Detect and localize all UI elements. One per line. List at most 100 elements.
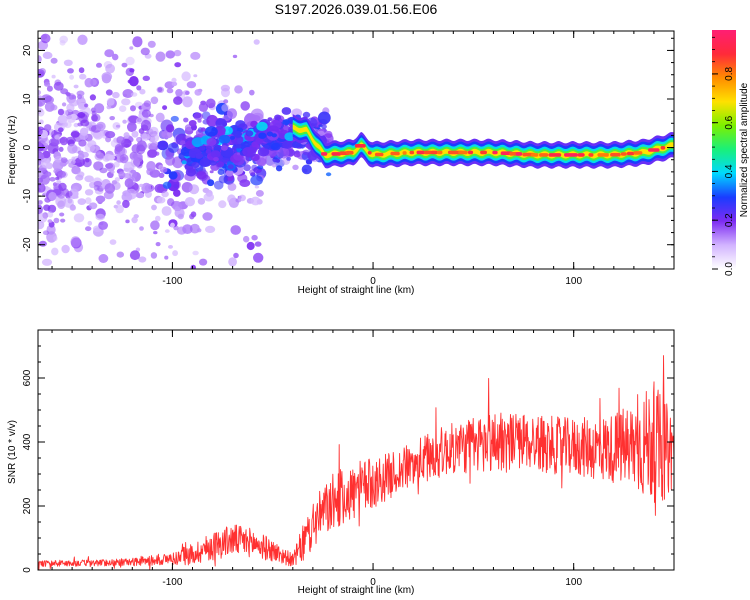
spectrogram-noise-blob <box>129 68 135 73</box>
spectrogram-noise-blob <box>105 63 115 74</box>
spectrogram-noise-blob <box>119 154 129 164</box>
spectrogram-peak-segment <box>633 151 643 155</box>
spectrogram-noise-blob <box>188 120 197 127</box>
spectrogram-noise-blob <box>38 204 43 215</box>
spectrogram-noise-blob <box>321 124 327 129</box>
spectrogram-noise-blob <box>173 189 181 197</box>
spectrogram-noise-blob <box>105 131 116 139</box>
spectrogram-peak-segment <box>430 150 438 155</box>
spectrogram-peak-segment <box>331 152 342 156</box>
spectrogram-noise-blob <box>106 105 112 110</box>
spectrogram-noise-blob <box>183 117 189 123</box>
spectrogram-noise-blob <box>202 212 213 221</box>
spectrogram-noise-blob <box>60 88 69 95</box>
spectrogram-noise-blob <box>78 139 87 147</box>
spectrogram-noise-blob <box>77 153 85 160</box>
spectrogram-noise-blob <box>50 57 58 64</box>
spectrogram-noise-blob <box>73 213 85 223</box>
spectrogram-noise-blob <box>141 109 151 118</box>
spectrogram-noise-blob <box>94 152 105 161</box>
spectrogram-noise-blob <box>238 194 246 202</box>
spectrogram-noise-blob <box>44 101 55 112</box>
spectrogram-noise-blob <box>167 142 179 153</box>
spectrogram-noise-blob <box>142 75 150 82</box>
spectrogram-noise-blob <box>172 202 183 212</box>
spectrogram-noise-blob <box>272 163 277 168</box>
spectrogram-noise-blob <box>90 113 101 122</box>
spectrogram-noise-blob <box>74 157 86 167</box>
spectrogram-noise-blob <box>153 231 158 235</box>
spectrogram-noise-blob <box>38 97 46 107</box>
spectrogram-noise-blob <box>318 124 323 128</box>
spectrogram-noise-blob <box>162 105 168 110</box>
spectrogram-noise-blob <box>227 194 236 204</box>
spectrogram-noise-blob <box>54 135 60 140</box>
spectrogram-noise-blob <box>135 192 145 199</box>
spectrogram-noise-blob <box>45 171 52 177</box>
spectrogram-cluster-blob <box>196 171 207 180</box>
spectrogram-noise-blob <box>57 114 68 124</box>
x-tick-label: 0 <box>370 577 376 588</box>
spectrogram-noise-blob <box>96 121 106 131</box>
spectrogram-x-axis-label: Height of straight line (km) <box>298 285 415 296</box>
spectrogram-noise-blob <box>206 114 219 127</box>
spectrogram-noise-blob <box>42 230 50 235</box>
x-tick-label: -100 <box>162 276 182 287</box>
spectrogram-noise-blob <box>157 87 163 93</box>
spectrogram-noise-blob <box>164 229 170 233</box>
spectrogram-peak-segment <box>354 144 366 148</box>
snr-x-axis-label: Height of straight line (km) <box>298 585 415 596</box>
spectrogram-noise-blob <box>197 198 206 205</box>
spectrogram-noise-blob <box>40 174 50 185</box>
spectrogram-cluster-blob <box>227 164 234 170</box>
spectrogram-noise-blob <box>112 91 120 99</box>
spectrogram-noise-blob <box>150 96 159 105</box>
spectrogram-cluster-blob <box>210 150 221 159</box>
spectrogram-noise-blob <box>197 118 202 123</box>
spectrogram-noise-blob <box>175 89 183 97</box>
spectrogram-noise-blob <box>38 177 44 183</box>
spectrogram-peak-segment <box>416 150 425 155</box>
spectrogram-peak-segment <box>610 152 621 157</box>
spectrogram-peak-segment <box>458 150 468 155</box>
spectrogram-noise-blob <box>88 202 98 210</box>
spectrogram-frame <box>37 30 675 270</box>
spectrogram-noise-blob <box>188 184 200 195</box>
spectrogram-noise-blob <box>147 142 157 150</box>
spectrogram-noise-blob <box>190 51 201 60</box>
spectrogram-noise-blob <box>129 250 141 261</box>
spectrogram-peak-segment <box>626 151 635 156</box>
spectrogram-cluster-blob <box>255 137 264 145</box>
spectrogram-peak-segment <box>423 150 433 155</box>
spectrogram-cluster-blob <box>218 134 231 144</box>
spectrogram-noise-blob <box>77 171 85 178</box>
spectrogram-noise-blob <box>207 179 215 187</box>
spectrogram-noise-blob <box>80 119 90 127</box>
spectrogram-peak-segment <box>437 150 443 155</box>
spectrogram-noise-blob <box>218 200 227 209</box>
spectrogram-cluster-blob <box>284 132 296 142</box>
spectrogram-cluster-blob <box>199 145 206 151</box>
spectrogram-cluster-blob <box>217 129 226 136</box>
spectrogram-cluster-blob <box>274 114 282 121</box>
spectrogram-noise-blob <box>172 250 179 257</box>
spectrogram-peak-segment <box>374 152 384 157</box>
spectrogram-noise-blob <box>301 164 312 175</box>
spectrogram-noise-blob <box>130 92 138 97</box>
spectrogram-cluster-blob <box>204 126 218 137</box>
spectrogram-noise-blob <box>171 81 178 87</box>
spectrogram-noise-blob <box>78 67 85 74</box>
spectrogram-noise-blob <box>59 40 66 46</box>
spectrogram-noise-blob <box>122 199 130 209</box>
spectrogram-noise-blob <box>116 200 121 205</box>
spectrogram-noise-blob <box>165 155 176 166</box>
y-tick-label: -20 <box>22 237 33 252</box>
spectrogram-noise-blob <box>55 195 67 207</box>
spectrogram-cluster-blob <box>220 145 228 151</box>
spectrogram-cluster-blob <box>257 147 270 157</box>
spectrogram-noise-blob <box>250 175 263 186</box>
spectrogram-noise-blob <box>70 236 81 248</box>
spectrogram-noise-blob <box>129 170 138 179</box>
spectrogram-noise-blob <box>136 137 141 142</box>
spectrogram-noise-blob <box>243 164 251 172</box>
